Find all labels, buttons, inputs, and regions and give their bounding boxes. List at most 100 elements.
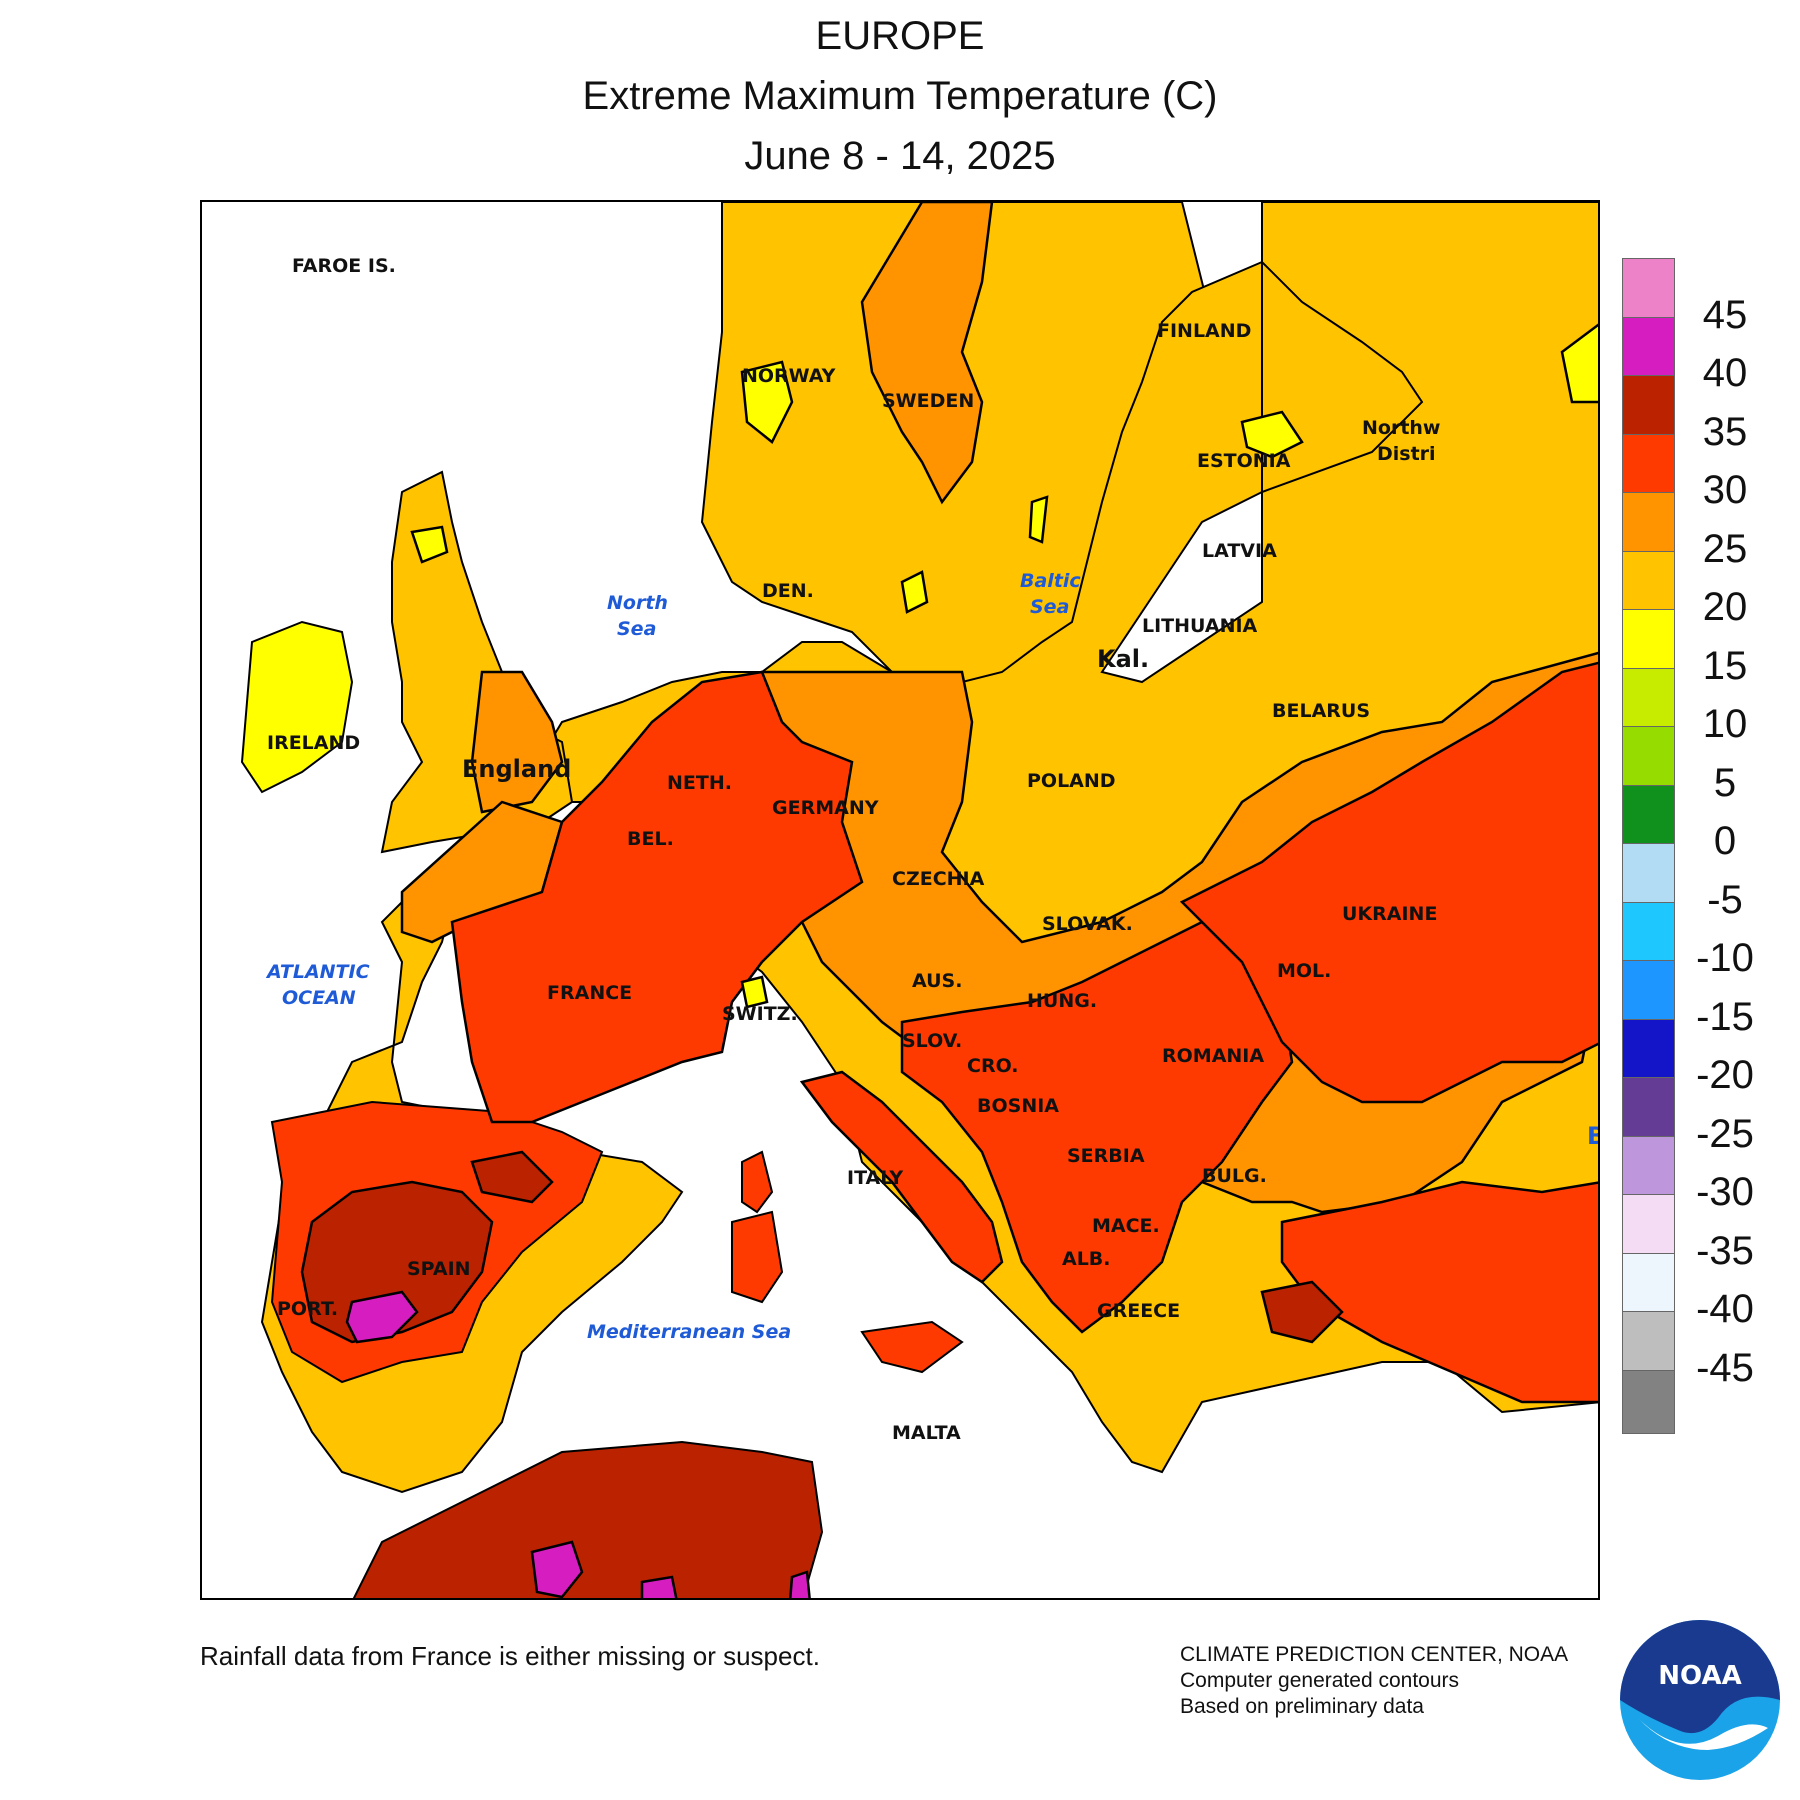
label-estonia: ESTONIA (1197, 450, 1291, 472)
zone-35-40-ebro (470, 1150, 554, 1204)
label-northwest-district-2: Distri (1377, 443, 1436, 465)
label-black-sea-partial: B (1587, 1122, 1600, 1150)
legend-swatch (1622, 901, 1675, 966)
legend-tick-label: -40 (1696, 1287, 1754, 1331)
label-netherlands: NETH. (667, 772, 732, 794)
legend-tick-label: 10 (1702, 702, 1748, 746)
label-northwest-district-1: Northw (1362, 417, 1441, 439)
temperature-map: FAROE IS. NORWAY SWEDEN FINLAND ESTONIA … (200, 200, 1600, 1600)
label-bulgaria: BULG. (1202, 1165, 1267, 1187)
zone-25-30-sweden (860, 202, 994, 505)
legend-tick-label: 30 (1702, 468, 1748, 512)
legend-swatch (1622, 375, 1675, 439)
label-italy: ITALY (847, 1167, 903, 1189)
legend-swatch (1622, 726, 1675, 790)
label-hungary: HUNG. (1027, 990, 1097, 1012)
legend-tick-label: 45 (1702, 292, 1748, 337)
zone-40-45-north-africa-c (789, 1570, 811, 1598)
label-mediterranean: Mediterranean Sea (587, 1321, 791, 1343)
label-ireland: IRELAND (267, 732, 360, 754)
legend-tick-label: -45 (1696, 1345, 1754, 1390)
zone-15-20-northwest-russia (1560, 323, 1598, 404)
label-north-sea-1: North (607, 592, 668, 614)
zone-40-45-north-africa-a (530, 1540, 584, 1598)
label-baltic-sea-2: Sea (1030, 596, 1069, 618)
label-czechia: CZECHIA (892, 868, 985, 890)
legend-tick-label: -25 (1696, 1111, 1754, 1156)
label-spain: SPAIN (407, 1258, 471, 1280)
noaa-logo-text: NOAA (1658, 1661, 1741, 1691)
label-baltic-sea-1: Baltic (1020, 570, 1081, 592)
legend-swatch (1622, 843, 1675, 907)
zone-15-20-sweden-coast (900, 570, 929, 614)
credit-data-status: Based on preliminary data (1180, 1695, 1424, 1718)
land-sicily (860, 1320, 964, 1374)
label-latvia: LATVIA (1202, 540, 1277, 562)
label-lithuania: LITHUANIA (1142, 615, 1258, 637)
land-corsica (741, 1150, 774, 1214)
label-austria: AUS. (912, 970, 962, 992)
legend-swatch (1622, 1252, 1675, 1317)
zone-15-20-alps (740, 975, 769, 1009)
label-norway: NORWAY (742, 365, 836, 387)
label-sweden: SWEDEN (882, 390, 974, 412)
legend-tick-label: -20 (1696, 1053, 1754, 1097)
legend-swatch (1622, 433, 1675, 498)
credit-block: CLIMATE PREDICTION CENTER, NOAA Computer… (1180, 1642, 1568, 1720)
label-france: FRANCE (547, 982, 632, 1004)
legend-tick-label: 35 (1702, 409, 1748, 454)
legend-swatch (1622, 492, 1675, 556)
label-england: England (462, 755, 571, 783)
label-malta: MALTA (892, 1422, 961, 1444)
legend-tick-label: -35 (1696, 1228, 1754, 1273)
noaa-logo-icon: NOAA (1620, 1620, 1780, 1780)
noaa-logo: NOAA (1618, 1618, 1782, 1782)
zone-15-20-scotland (410, 525, 449, 564)
label-faroe: FAROE IS. (292, 255, 396, 277)
map-title-region: EUROPE (815, 14, 985, 58)
label-croatia: CRO. (967, 1055, 1019, 1077)
label-macedonia: MACE. (1092, 1215, 1160, 1237)
map-title-period: June 8 - 14, 2025 (744, 134, 1056, 178)
legend-tick-label: -30 (1696, 1170, 1754, 1214)
temperature-zones (300, 202, 1598, 1598)
zone-30-35-balkans (900, 920, 1294, 1334)
map-title-variable: Extreme Maximum Temperature (C) (582, 74, 1218, 118)
zone-30-35-ukraine (1179, 661, 1598, 1104)
country-labels: FAROE IS. NORWAY SWEDEN FINLAND ESTONIA … (267, 255, 1600, 1444)
zone-35-40-spain (300, 1180, 494, 1344)
label-portugal: PORT. (277, 1298, 338, 1320)
legend-tick-label: 15 (1702, 643, 1748, 688)
legend-swatch (1622, 1194, 1675, 1258)
label-denmark: DEN. (762, 580, 814, 602)
legend-swatch (1622, 550, 1675, 615)
zone-35-40-turkey (1260, 1280, 1344, 1344)
legend-swatch (1622, 1311, 1675, 1375)
label-albania: ALB. (1062, 1248, 1111, 1270)
legend-tick-label: 20 (1702, 585, 1748, 629)
legend-tick-label: 0 (1713, 819, 1737, 863)
label-switzerland: SWITZ. (722, 1003, 798, 1025)
label-poland: POLAND (1027, 770, 1116, 792)
label-slovakia: SLOVAK. (1042, 913, 1133, 935)
label-kaliningrad: Kal. (1097, 645, 1149, 673)
land-north-africa (352, 1440, 824, 1598)
legend-swatch (1622, 1077, 1675, 1141)
land-ireland (240, 620, 354, 794)
legend-swatch (1622, 1135, 1675, 1200)
label-belarus: BELARUS (1272, 700, 1370, 722)
legend-swatch (1622, 609, 1675, 673)
legend-swatch (1622, 316, 1675, 381)
legend-swatch (1622, 960, 1675, 1024)
sea-labels: North Sea Baltic Sea ATLANTIC OCEAN Medi… (265, 570, 1081, 1343)
label-moldova: MOL. (1277, 960, 1331, 982)
label-greece: GREECE (1097, 1300, 1180, 1322)
zone-40-45-north-africa-b (640, 1575, 678, 1598)
zone-25-30-england (470, 670, 564, 814)
legend-tick-label: 40 (1702, 351, 1748, 395)
label-north-sea-2: Sea (617, 618, 656, 640)
legend-tick-label: -5 (1707, 877, 1743, 922)
map-svg: FAROE IS. NORWAY SWEDEN FINLAND ESTONIA … (240, 202, 1600, 1598)
zone-15-20-estonia (1240, 410, 1304, 459)
legend-tick-label: 5 (1713, 760, 1737, 805)
